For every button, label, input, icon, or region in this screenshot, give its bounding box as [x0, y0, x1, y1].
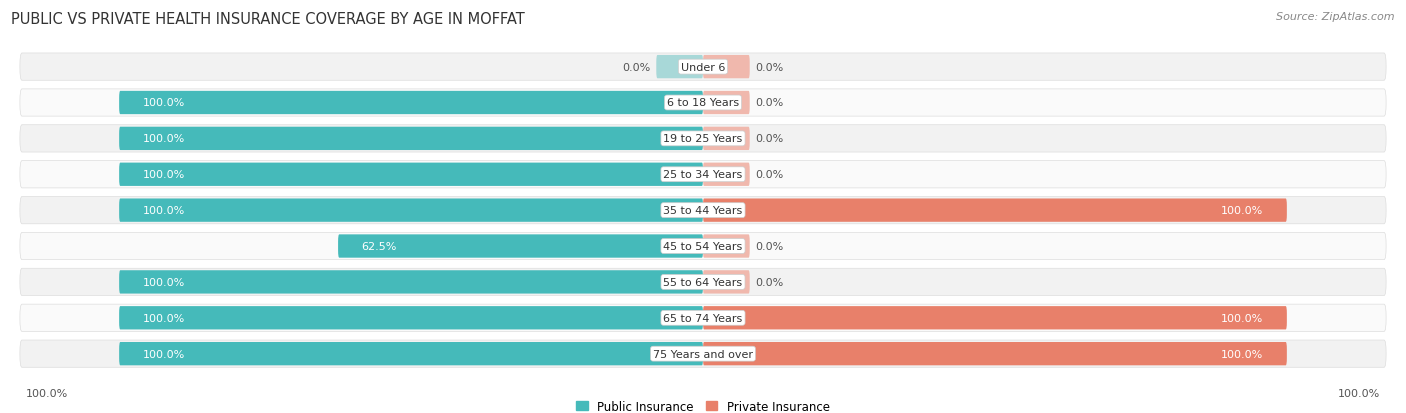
FancyBboxPatch shape: [20, 268, 1386, 296]
FancyBboxPatch shape: [337, 235, 703, 258]
Text: 0.0%: 0.0%: [755, 134, 783, 144]
Text: 100.0%: 100.0%: [142, 170, 184, 180]
FancyBboxPatch shape: [703, 127, 749, 151]
FancyBboxPatch shape: [20, 90, 1386, 117]
Text: 0.0%: 0.0%: [755, 242, 783, 252]
Text: 35 to 44 Years: 35 to 44 Years: [664, 206, 742, 216]
Text: 100.0%: 100.0%: [1339, 388, 1381, 398]
FancyBboxPatch shape: [120, 199, 703, 222]
Text: 100.0%: 100.0%: [1222, 349, 1264, 359]
FancyBboxPatch shape: [20, 340, 1386, 368]
FancyBboxPatch shape: [20, 197, 1386, 224]
FancyBboxPatch shape: [20, 126, 1386, 153]
FancyBboxPatch shape: [20, 161, 1386, 188]
FancyBboxPatch shape: [703, 92, 749, 115]
Text: 0.0%: 0.0%: [755, 277, 783, 287]
FancyBboxPatch shape: [657, 56, 703, 79]
FancyBboxPatch shape: [120, 127, 703, 151]
FancyBboxPatch shape: [20, 54, 1386, 81]
FancyBboxPatch shape: [703, 342, 1286, 366]
Text: 100.0%: 100.0%: [25, 388, 67, 398]
FancyBboxPatch shape: [120, 92, 703, 115]
FancyBboxPatch shape: [120, 163, 703, 187]
FancyBboxPatch shape: [703, 271, 749, 294]
Text: 0.0%: 0.0%: [623, 62, 651, 72]
Text: 6 to 18 Years: 6 to 18 Years: [666, 98, 740, 108]
FancyBboxPatch shape: [703, 199, 1286, 222]
FancyBboxPatch shape: [120, 271, 703, 294]
FancyBboxPatch shape: [703, 163, 749, 187]
Text: PUBLIC VS PRIVATE HEALTH INSURANCE COVERAGE BY AGE IN MOFFAT: PUBLIC VS PRIVATE HEALTH INSURANCE COVER…: [11, 12, 524, 27]
Text: Source: ZipAtlas.com: Source: ZipAtlas.com: [1277, 12, 1395, 22]
Text: 0.0%: 0.0%: [755, 170, 783, 180]
Text: 25 to 34 Years: 25 to 34 Years: [664, 170, 742, 180]
Text: 100.0%: 100.0%: [142, 349, 184, 359]
FancyBboxPatch shape: [20, 304, 1386, 332]
Text: 0.0%: 0.0%: [755, 62, 783, 72]
FancyBboxPatch shape: [120, 342, 703, 366]
Text: 100.0%: 100.0%: [1222, 206, 1264, 216]
Text: 100.0%: 100.0%: [142, 313, 184, 323]
Text: 65 to 74 Years: 65 to 74 Years: [664, 313, 742, 323]
FancyBboxPatch shape: [703, 235, 749, 258]
Text: 0.0%: 0.0%: [755, 98, 783, 108]
FancyBboxPatch shape: [703, 56, 749, 79]
Text: Under 6: Under 6: [681, 62, 725, 72]
Text: 62.5%: 62.5%: [361, 242, 396, 252]
Text: 100.0%: 100.0%: [142, 98, 184, 108]
Text: 45 to 54 Years: 45 to 54 Years: [664, 242, 742, 252]
FancyBboxPatch shape: [703, 306, 1286, 330]
FancyBboxPatch shape: [20, 233, 1386, 260]
Text: 100.0%: 100.0%: [1222, 313, 1264, 323]
Text: 100.0%: 100.0%: [142, 134, 184, 144]
Text: 100.0%: 100.0%: [142, 206, 184, 216]
Text: 55 to 64 Years: 55 to 64 Years: [664, 277, 742, 287]
Legend: Public Insurance, Private Insurance: Public Insurance, Private Insurance: [571, 395, 835, 413]
Text: 100.0%: 100.0%: [142, 277, 184, 287]
Text: 19 to 25 Years: 19 to 25 Years: [664, 134, 742, 144]
Text: 75 Years and over: 75 Years and over: [652, 349, 754, 359]
FancyBboxPatch shape: [120, 306, 703, 330]
